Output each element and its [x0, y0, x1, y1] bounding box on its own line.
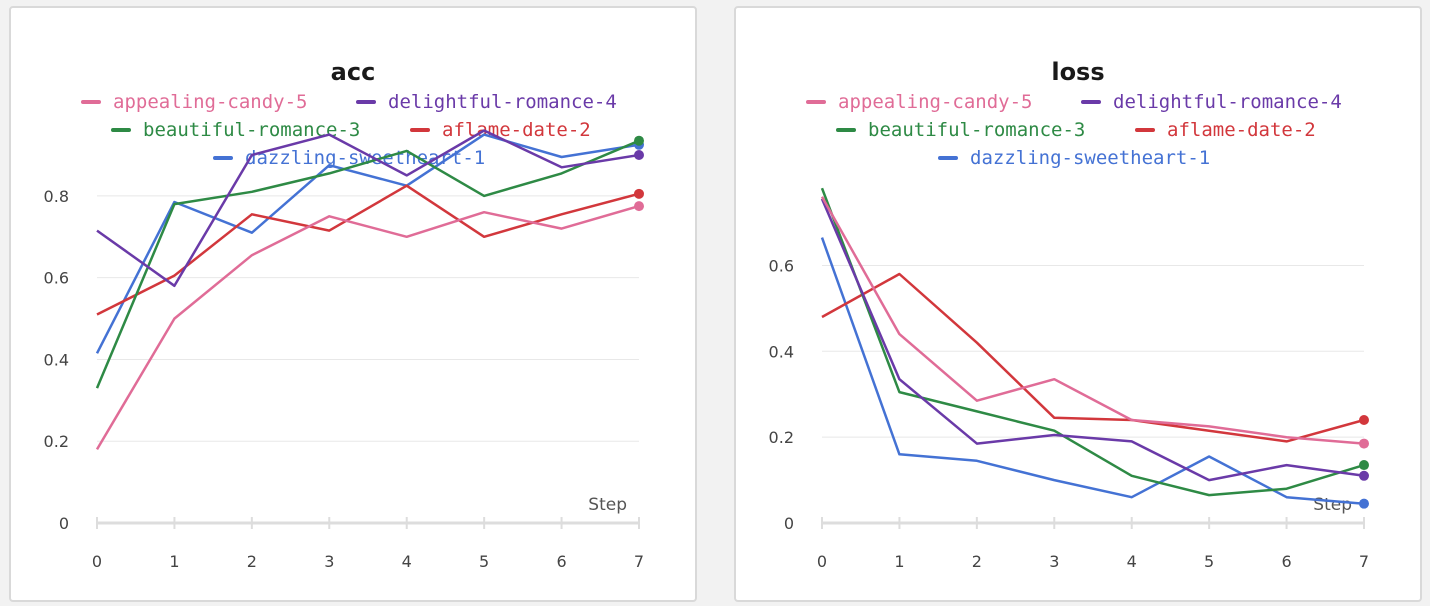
x-tick-label: 6: [556, 552, 566, 571]
legend-swatch: [836, 128, 856, 132]
legend-label: delightful-romance-4: [388, 91, 617, 113]
acc-plot-area[interactable]: 0 0.2 0.4 0.6 0.8 0 1 2 3 4 5 6 7 Step: [11, 8, 695, 600]
x-tick-label: 5: [479, 552, 489, 571]
y-tick-label: 0.8: [44, 187, 69, 206]
series-line-dazzling-sweetheart-1: [95, 133, 640, 354]
series-line-delightful-romance-4: [96, 129, 640, 288]
legend-item-beautiful-romance-3[interactable]: beautiful-romance-3: [836, 119, 1085, 141]
legend-swatch: [111, 128, 131, 132]
series-endpoint-delightful-romance-4: [634, 150, 644, 160]
legend-label: aflame-date-2: [442, 119, 591, 141]
series-line-beautiful-romance-3: [95, 139, 640, 389]
x-axis-label: Step: [1313, 495, 1352, 515]
legend-swatch: [410, 128, 430, 132]
series-endpoint-aflame-date-2: [634, 188, 644, 199]
legend-item-dazzling-sweetheart-1[interactable]: dazzling-sweetheart-1: [938, 147, 1210, 169]
legend-label: appealing-candy-5: [838, 91, 1033, 113]
series-endpoint-beautiful-romance-3: [1359, 460, 1369, 471]
legend-item-delightful-romance-4[interactable]: delightful-romance-4: [356, 91, 617, 113]
x-tick-label: 2: [247, 552, 257, 571]
series-endpoint-dazzling-sweetheart-1: [1359, 498, 1369, 509]
legend-swatch: [1081, 100, 1101, 104]
series-line-delightful-romance-4: [820, 198, 1365, 482]
legend-item-aflame-date-2[interactable]: aflame-date-2: [1135, 119, 1316, 141]
series-line-beautiful-romance-3: [820, 187, 1365, 497]
legend-item-beautiful-romance-3[interactable]: beautiful-romance-3: [111, 119, 360, 141]
legend-label: beautiful-romance-3: [143, 119, 361, 141]
x-tick-label: 5: [1204, 552, 1214, 571]
series-line-aflame-date-2: [821, 272, 1365, 443]
y-tick-label: 0.4: [44, 350, 69, 369]
loss-plot-area[interactable]: 0 0.2 0.4 0.6 0 1 2 3 4 5 6 7 Step: [736, 8, 1420, 600]
x-tick-label: 0: [92, 552, 102, 571]
x-tick-label: 4: [402, 552, 412, 571]
legend-swatch: [356, 100, 376, 104]
legend-swatch: [81, 100, 101, 104]
x-axis-label: Step: [588, 495, 627, 515]
series-line-aflame-date-2: [96, 184, 640, 316]
legend-label: aflame-date-2: [1167, 119, 1316, 141]
legend-label: dazzling-sweetheart-1: [970, 147, 1211, 169]
legend-label: delightful-romance-4: [1113, 91, 1342, 113]
x-tick-label: 6: [1281, 552, 1291, 571]
legend-swatch: [938, 156, 958, 160]
y-tick-label: 0.2: [769, 428, 794, 447]
series-endpoint-delightful-romance-4: [1359, 470, 1369, 481]
legend-swatch: [806, 100, 826, 104]
legend-item-aflame-date-2[interactable]: aflame-date-2: [410, 119, 591, 141]
x-tick-label: 7: [634, 552, 644, 571]
y-tick-label: 0.6: [44, 269, 69, 288]
legend-label: beautiful-romance-3: [868, 119, 1086, 141]
series-endpoint-appealing-candy-5: [634, 201, 644, 212]
legend-item-appealing-candy-5[interactable]: appealing-candy-5: [806, 91, 1032, 113]
x-tick-label: 4: [1127, 552, 1137, 571]
x-tick-label: 3: [324, 552, 334, 571]
acc-chart-panel[interactable]: acc appealing-candy-5 delightful-romance…: [9, 6, 697, 602]
x-tick-label: 3: [1049, 552, 1059, 571]
legend-item-appealing-candy-5[interactable]: appealing-candy-5: [81, 91, 307, 113]
x-tick-label: 2: [972, 552, 982, 571]
y-tick-label: 0.6: [769, 256, 794, 275]
legend-swatch: [213, 156, 233, 160]
chart-title: loss: [1051, 58, 1105, 86]
x-tick-label: 0: [817, 552, 827, 571]
y-tick-label: 0.2: [44, 432, 69, 451]
y-tick-label: 0.4: [769, 342, 794, 361]
x-tick-label: 1: [894, 552, 904, 571]
series-endpoint-aflame-date-2: [1359, 414, 1369, 425]
y-tick-label: 0: [59, 514, 69, 533]
series-endpoint-beautiful-romance-3: [634, 135, 644, 146]
legend-swatch: [1135, 128, 1155, 132]
y-tick-label: 0: [784, 514, 794, 533]
loss-chart-panel[interactable]: loss appealing-candy-5 delightful-romanc…: [734, 6, 1422, 602]
chart-title: acc: [330, 58, 376, 86]
series-line-appealing-candy-5: [820, 196, 1365, 445]
x-tick-label: 1: [169, 552, 179, 571]
legend-label: appealing-candy-5: [113, 91, 308, 113]
x-tick-label: 7: [1359, 552, 1369, 571]
legend-item-delightful-romance-4[interactable]: delightful-romance-4: [1081, 91, 1342, 113]
series-endpoint-appealing-candy-5: [1359, 438, 1369, 449]
series-line-appealing-candy-5: [95, 204, 640, 451]
